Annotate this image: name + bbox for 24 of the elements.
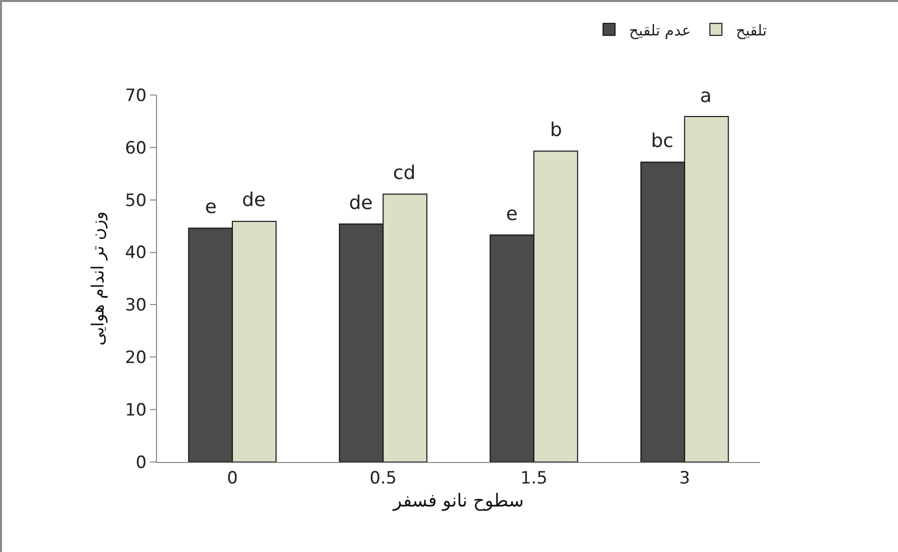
y-tick-label: 40 <box>124 243 147 264</box>
y-axis-title: وزن تر اندام هوایی <box>88 211 109 346</box>
x-tick-label: 3 <box>679 468 690 488</box>
y-tick-label: 50 <box>124 190 147 211</box>
y-tick-label: 60 <box>124 138 147 158</box>
x-tick-label: 1.5 <box>520 468 548 488</box>
y-tick-label: 30 <box>124 296 147 316</box>
annotation: bc <box>651 130 674 152</box>
x-axis-title: سطوح نانو فسفر <box>392 490 524 512</box>
annotation: de <box>349 192 373 214</box>
annotation: a <box>700 85 712 107</box>
legend-label: عدم تلقیح <box>629 21 691 40</box>
annotation: cd <box>393 162 416 184</box>
annotation: e <box>205 196 217 218</box>
annotation: b <box>550 119 562 141</box>
y-tick-label: 10 <box>124 400 147 421</box>
x-tick-label: 0 <box>226 468 238 488</box>
y-tick-label: 70 <box>124 86 147 106</box>
annotation: de <box>242 189 266 211</box>
annotation: e <box>506 203 518 225</box>
legend-label: تلقیح <box>736 21 767 40</box>
x-tick-label: 0.5 <box>370 468 397 488</box>
y-tick-label: 20 <box>124 348 147 368</box>
y-tick-label: 0 <box>136 452 147 473</box>
